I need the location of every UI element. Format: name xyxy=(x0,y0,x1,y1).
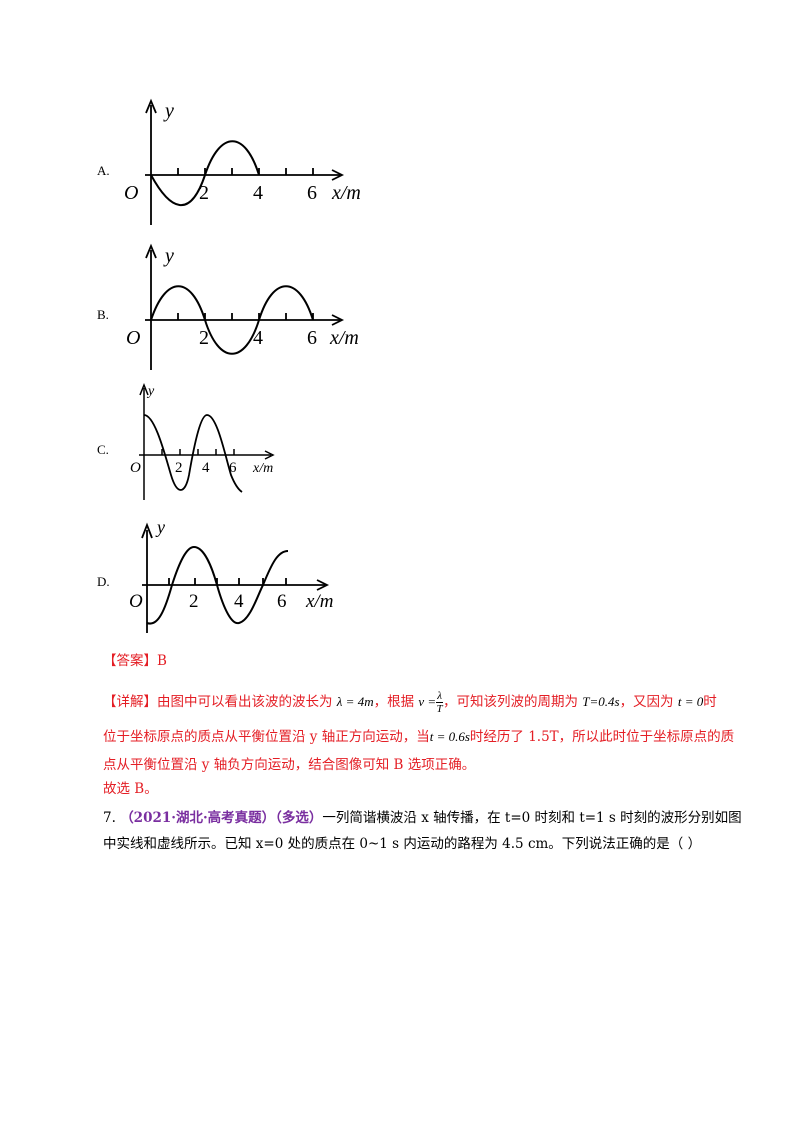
time-formula: t = 0.6s xyxy=(429,729,470,744)
answer-prefix: 【答案】 xyxy=(103,653,157,669)
wave-curve xyxy=(146,545,289,625)
wavelength-formula: λ = 4m xyxy=(336,694,374,709)
x-label: x/m xyxy=(331,182,361,204)
question-number: 7. xyxy=(103,810,116,826)
graph-c: y O 2 4 6 x/m xyxy=(130,382,275,500)
y-axis-arrow xyxy=(145,98,157,114)
answer-line: 【答案】B xyxy=(103,651,167,671)
detail-line-3: 点从平衡位置沿 y 轴负方向运动，结合图像可知 B 选项正确。 xyxy=(103,757,476,773)
tick-6: 6 xyxy=(307,182,317,204)
option-d-label: D. xyxy=(97,574,110,589)
x-axis-arrow xyxy=(331,169,345,181)
svg-text:y: y xyxy=(163,245,174,267)
origin-label: O xyxy=(124,182,138,204)
svg-text:2: 2 xyxy=(199,327,209,349)
detail-line-2: 位于坐标原点的质点从平衡位置沿 y 轴正方向运动，当t = 0.6s时经历了 1… xyxy=(103,729,735,745)
svg-text:y: y xyxy=(155,517,165,537)
question-7-line-2: 中实线和虚线所示。已知 x=0 处的质点在 0~1 s 内运动的路程为 4.5 … xyxy=(103,836,702,852)
velocity-formula-lhs: v = xyxy=(418,694,437,709)
graph-b: y O 2 4 6 x/m xyxy=(126,243,359,370)
tick-4: 4 xyxy=(253,182,263,204)
y-label: y xyxy=(163,100,174,122)
svg-text:y: y xyxy=(146,384,155,399)
wave-curve xyxy=(150,140,260,207)
svg-text:4: 4 xyxy=(202,460,210,476)
graph-a: y O 2 4 6 x/m xyxy=(124,98,361,225)
svg-text:2: 2 xyxy=(175,460,183,476)
detail-conclusion: 故选 B。 xyxy=(103,781,158,797)
svg-text:6: 6 xyxy=(277,591,287,612)
period-formula: T=0.4s xyxy=(582,694,620,709)
svg-text:x/m: x/m xyxy=(252,461,273,476)
svg-text:2: 2 xyxy=(189,591,199,612)
svg-text:O: O xyxy=(130,460,141,476)
svg-text:O: O xyxy=(129,591,143,612)
wave-curve xyxy=(150,285,314,355)
detail-line-1: 【详解】由图中可以看出该波的波长为 λ = 4m，根据 v = λ T ，可知该列波的… xyxy=(103,690,717,715)
svg-text:x/m: x/m xyxy=(329,327,359,349)
wave-curve xyxy=(143,414,243,493)
question-source: （2021·湖北·高考真题）（多选） xyxy=(120,810,323,826)
question-7-line-1: 7. （2021·湖北·高考真题）（多选）一列简谐横波沿 x 轴传播，在 t=0… xyxy=(103,810,742,826)
svg-text:4: 4 xyxy=(234,591,244,612)
time-zero-formula: t = 0 xyxy=(677,694,704,709)
svg-text:x/m: x/m xyxy=(305,591,333,612)
tick-2: 2 xyxy=(199,182,209,204)
svg-text:4: 4 xyxy=(253,327,263,349)
svg-text:6: 6 xyxy=(229,460,237,476)
answer-value: B xyxy=(157,653,167,669)
detail-prefix: 【详解】 xyxy=(103,694,157,710)
option-a-label: A. xyxy=(97,163,110,178)
svg-text:6: 6 xyxy=(307,327,317,349)
option-b-label: B. xyxy=(97,307,109,322)
graph-d: y O 2 4 6 x/m xyxy=(129,517,333,633)
svg-text:O: O xyxy=(126,327,140,349)
option-c-label: C. xyxy=(97,442,109,457)
